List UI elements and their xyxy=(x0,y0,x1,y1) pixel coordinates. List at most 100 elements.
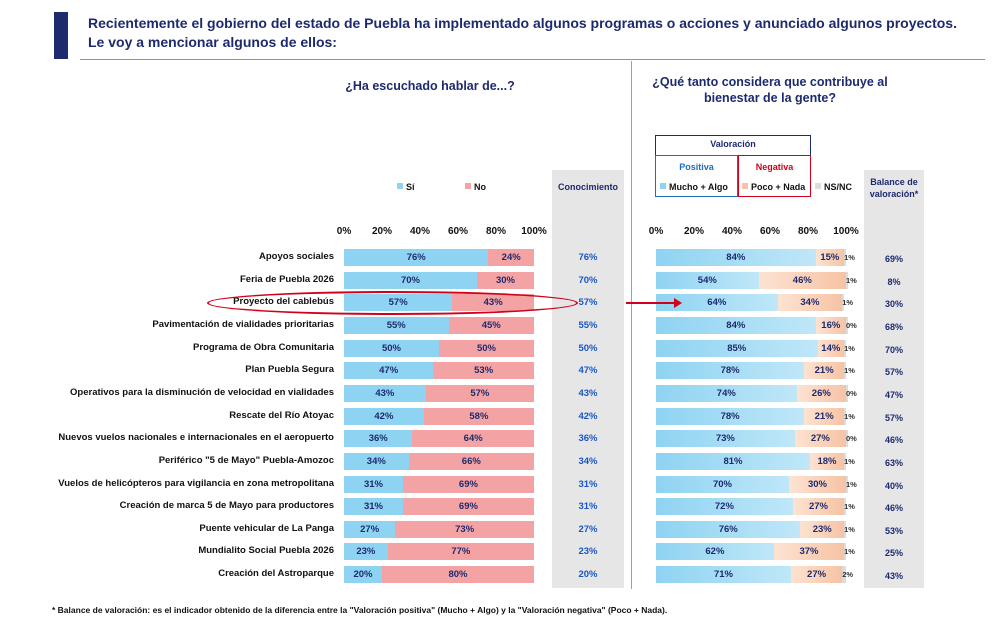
left-x-tick: 40% xyxy=(409,226,430,237)
bar-si: 23% xyxy=(344,543,388,561)
right-chart-title: ¿Qué tanto considera que contribuye al b… xyxy=(652,75,888,105)
bar-si: 20% xyxy=(344,566,382,584)
legend-poco-nada-label: Poco + Nada xyxy=(751,182,806,192)
page-title: Recientemente el gobierno del estado de … xyxy=(88,15,957,50)
positiva-legend-box xyxy=(655,155,738,197)
bar-mucho-algo: 54% xyxy=(656,271,759,289)
balance-header: Balance de valoración* xyxy=(869,177,919,199)
legend-nsnc: NS/NC xyxy=(815,181,852,193)
balance-value: 69% xyxy=(884,254,903,264)
row-label: Vuelos de helicópteros para vigilancia e… xyxy=(58,477,334,489)
right-x-tick: 60% xyxy=(759,226,780,237)
legend-poco-nada: Poco + Nada xyxy=(742,181,805,193)
legend-si-swatch xyxy=(397,183,403,189)
bar-nsnc: 0% xyxy=(846,384,857,402)
title-accent-bar xyxy=(54,12,68,59)
legend-mucho-algo-swatch xyxy=(660,183,666,189)
row-label: Apoyos sociales xyxy=(259,251,334,262)
row-label: Periférico "5 de Mayo" Puebla-Amozoc xyxy=(158,454,334,466)
bar-no: 58% xyxy=(423,407,534,425)
left-x-tick: 20% xyxy=(371,226,392,237)
bar-mucho-algo: 78% xyxy=(656,407,805,425)
bar-poco-nada: 15% xyxy=(815,249,845,266)
legend-mucho-algo-label: Mucho + Algo xyxy=(669,182,728,192)
bar-poco-nada: 16% xyxy=(815,316,846,334)
right-x-tick: 100% xyxy=(833,226,859,237)
valoracion-legend-title: Valoración xyxy=(710,139,756,149)
bar-no: 45% xyxy=(448,316,534,334)
balance-value: 57% xyxy=(884,412,903,423)
balance-value: 57% xyxy=(884,367,903,378)
legend-nsnc-swatch xyxy=(815,183,821,189)
bar-no: 66% xyxy=(408,452,534,470)
negativa-legend-title: Negativa xyxy=(755,162,794,172)
bar-si: 55% xyxy=(344,316,449,334)
legend-si: Sí xyxy=(397,181,415,193)
conocimiento-value: 31% xyxy=(578,478,598,490)
bar-poco-nada: 26% xyxy=(796,384,846,402)
legend-no-swatch xyxy=(465,183,471,189)
bar-poco-nada: 27% xyxy=(792,498,845,516)
row-label: Operativos para la disminución de veloci… xyxy=(70,386,334,398)
legend-no: No xyxy=(465,181,486,193)
bar-si: 27% xyxy=(344,520,396,538)
bar-nsnc: 2% xyxy=(842,566,853,584)
row-label: Puente vehicular de La Panga xyxy=(199,522,334,534)
balance-value: 8% xyxy=(887,276,901,287)
bar-poco-nada: 27% xyxy=(790,566,843,584)
row-label: Creación de marca 5 de Mayo para product… xyxy=(119,500,334,512)
bar-poco-nada: 37% xyxy=(773,543,845,561)
balance-value: 46% xyxy=(884,435,903,446)
balance-column-bg xyxy=(864,170,924,588)
bar-poco-nada: 46% xyxy=(758,271,846,289)
bar-nsnc: 1% xyxy=(844,452,855,470)
bar-poco-nada: 30% xyxy=(789,475,846,493)
bar-nsnc: 1% xyxy=(844,543,855,561)
bar-mucho-algo: 84% xyxy=(656,249,816,266)
left-chart-title: ¿Ha escuchado hablar de...? xyxy=(345,79,515,93)
balance-value: 30% xyxy=(884,299,903,310)
bar-nsnc: 1% xyxy=(844,520,855,538)
highlight-arrow-line xyxy=(626,302,676,304)
bar-si: 50% xyxy=(344,339,439,357)
bar-mucho-algo: 74% xyxy=(656,384,797,402)
bar-si: 36% xyxy=(344,430,413,448)
bar-mucho-algo: 76% xyxy=(656,520,801,538)
bar-mucho-algo: 81% xyxy=(656,452,810,470)
conocimiento-value: 36% xyxy=(578,433,598,445)
negativa-legend-box xyxy=(738,155,811,197)
bar-mucho-algo: 78% xyxy=(656,362,805,380)
bar-mucho-algo: 72% xyxy=(656,498,793,516)
legend-si-label: Sí xyxy=(406,182,415,192)
conocimiento-value: 34% xyxy=(578,455,598,467)
right-x-tick: 80% xyxy=(797,226,818,237)
row-label: Feria de Puebla 2026 xyxy=(240,273,334,285)
bar-si: 31% xyxy=(344,498,403,516)
right-x-tick: 20% xyxy=(683,226,704,237)
conocimiento-value: 57% xyxy=(578,297,598,309)
bar-mucho-algo: 62% xyxy=(656,543,774,561)
bar-mucho-algo: 84% xyxy=(656,316,816,334)
balance-value: 46% xyxy=(884,503,903,514)
bar-no: 57% xyxy=(425,384,534,402)
conocimiento-value: 42% xyxy=(578,410,598,422)
conocimiento-value: 70% xyxy=(578,274,598,286)
bar-poco-nada: 27% xyxy=(794,430,846,448)
left-x-tick: 80% xyxy=(485,226,506,237)
bar-poco-nada: 21% xyxy=(804,407,845,425)
bar-mucho-algo: 71% xyxy=(656,566,791,584)
highlight-ellipse xyxy=(207,291,578,315)
legend-mucho-algo: Mucho + Algo xyxy=(660,181,728,193)
bar-mucho-algo: 64% xyxy=(656,294,778,312)
balance-value: 43% xyxy=(884,571,903,582)
positiva-legend-title: Positiva xyxy=(679,162,714,172)
bar-nsnc: 1% xyxy=(844,407,855,425)
balance-value: 68% xyxy=(884,321,903,332)
conocimiento-value: 50% xyxy=(578,342,598,354)
row-label: Pavimentación de vialidades prioritarias xyxy=(152,318,334,330)
bar-no: 64% xyxy=(412,430,534,448)
bar-nsnc: 1% xyxy=(842,294,853,312)
bar-poco-nada: 18% xyxy=(809,452,845,470)
bar-no: 69% xyxy=(402,475,534,493)
bar-no: 30% xyxy=(477,271,534,289)
